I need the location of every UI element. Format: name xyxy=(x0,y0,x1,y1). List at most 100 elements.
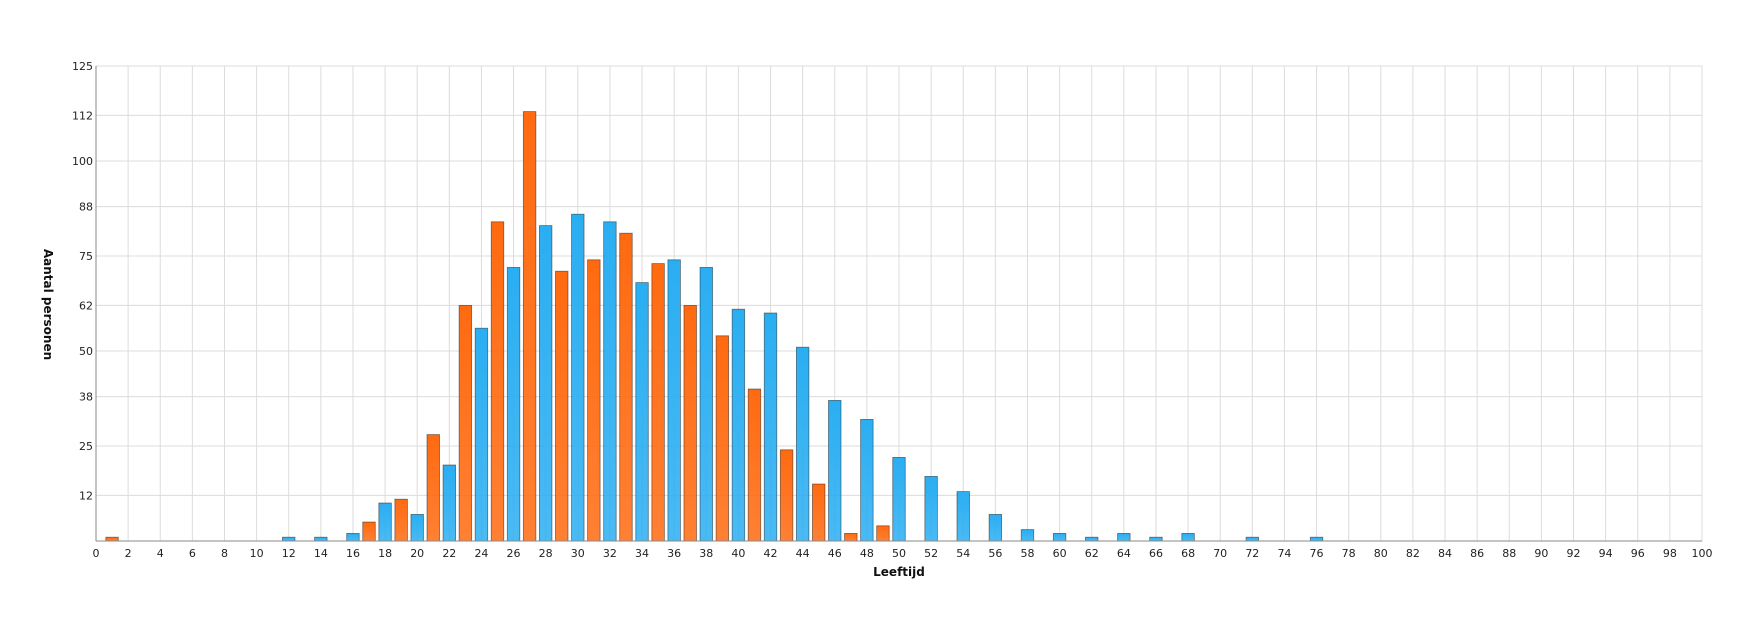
bars xyxy=(105,111,1324,542)
bar xyxy=(635,282,649,542)
bar xyxy=(490,221,505,542)
bar xyxy=(442,464,456,542)
x-tick-label: 96 xyxy=(1631,547,1645,560)
bar xyxy=(105,536,119,542)
x-tick-label: 62 xyxy=(1085,547,1099,560)
x-tick-label: 46 xyxy=(828,547,842,560)
bar xyxy=(587,259,601,542)
x-tick-label: 38 xyxy=(699,547,713,560)
bar xyxy=(715,335,730,542)
x-tick-label: 76 xyxy=(1310,547,1324,560)
bar xyxy=(667,259,681,542)
bar xyxy=(651,263,665,542)
bar xyxy=(603,221,617,542)
x-tick-label: 88 xyxy=(1502,547,1516,560)
bar xyxy=(314,536,328,542)
bar xyxy=(539,225,553,542)
x-tick-label: 64 xyxy=(1117,547,1131,560)
x-tick-label: 10 xyxy=(250,547,264,560)
x-tick-label: 54 xyxy=(956,547,970,560)
x-tick-label: 100 xyxy=(1692,547,1713,560)
x-tick-label: 58 xyxy=(1020,547,1034,560)
x-tick-label: 32 xyxy=(603,547,617,560)
bar xyxy=(426,434,440,542)
x-tick-label: 28 xyxy=(539,547,553,560)
x-tick-label: 86 xyxy=(1470,547,1484,560)
y-tick-label: 100 xyxy=(72,155,93,168)
bar xyxy=(1149,536,1163,542)
x-tick-label: 36 xyxy=(667,547,681,560)
bar xyxy=(1181,533,1195,542)
x-tick-label: 94 xyxy=(1599,547,1613,560)
x-tick-label: 30 xyxy=(571,547,585,560)
bar xyxy=(619,232,633,542)
x-tick-label: 52 xyxy=(924,547,938,560)
bar xyxy=(1085,536,1099,542)
y-tick-label: 38 xyxy=(79,391,93,404)
y-tick-label: 112 xyxy=(72,109,93,122)
x-tick-label: 0 xyxy=(93,547,100,560)
x-tick-label: 74 xyxy=(1277,547,1291,560)
x-tick-label: 18 xyxy=(378,547,392,560)
bar xyxy=(828,399,842,542)
x-tick-label: 82 xyxy=(1406,547,1420,560)
x-tick-label: 68 xyxy=(1181,547,1195,560)
x-tick-label: 6 xyxy=(189,547,196,560)
bar xyxy=(410,514,424,542)
bar xyxy=(1245,536,1259,542)
bar xyxy=(1052,533,1067,542)
x-tick-label: 84 xyxy=(1438,547,1452,560)
bar xyxy=(763,312,778,542)
bar xyxy=(1020,529,1035,542)
x-tick-label: 80 xyxy=(1374,547,1388,560)
x-tick-label: 50 xyxy=(892,547,906,560)
x-tick-label: 98 xyxy=(1663,547,1677,560)
bar xyxy=(747,388,762,542)
bar xyxy=(394,498,408,542)
bar xyxy=(506,266,521,542)
x-tick-label: 56 xyxy=(988,547,1002,560)
x-tick-label: 40 xyxy=(731,547,745,560)
y-tick-label: 125 xyxy=(72,60,93,73)
x-tick-label: 90 xyxy=(1534,547,1548,560)
x-tick-label: 92 xyxy=(1567,547,1581,560)
x-tick-label: 42 xyxy=(764,547,778,560)
x-tick-label: 60 xyxy=(1053,547,1067,560)
bar xyxy=(522,111,537,542)
y-tick-label: 88 xyxy=(79,201,93,214)
bar xyxy=(779,449,794,542)
bar xyxy=(458,304,473,542)
bar xyxy=(571,213,585,542)
x-tick-label: 26 xyxy=(507,547,521,560)
x-tick-label: 34 xyxy=(635,547,649,560)
y-tick-label: 50 xyxy=(79,345,93,358)
x-tick-label: 4 xyxy=(157,547,164,560)
bar xyxy=(988,514,1003,542)
bar xyxy=(812,483,826,542)
bar xyxy=(683,304,697,542)
x-tick-label: 14 xyxy=(314,547,328,560)
y-tick-label: 12 xyxy=(79,489,93,502)
axes xyxy=(95,66,1702,542)
x-tick-label: 8 xyxy=(221,547,228,560)
x-tick-label: 2 xyxy=(125,547,132,560)
x-tick-label: 44 xyxy=(796,547,810,560)
bar xyxy=(378,502,392,542)
bar xyxy=(346,533,360,542)
bar xyxy=(795,346,810,542)
bar xyxy=(362,521,376,542)
bar xyxy=(1309,536,1324,542)
bar xyxy=(699,266,713,542)
y-axis-title: Aantal personen xyxy=(41,249,55,360)
x-tick-label: 70 xyxy=(1213,547,1227,560)
x-tick-label: 12 xyxy=(282,547,296,560)
bar xyxy=(892,456,906,542)
x-tick-label: 72 xyxy=(1245,547,1259,560)
y-tick-label: 62 xyxy=(79,299,93,312)
y-tick-label: 75 xyxy=(79,250,93,263)
bar xyxy=(474,327,489,542)
x-tick-label: 24 xyxy=(474,547,488,560)
bar xyxy=(555,270,569,542)
